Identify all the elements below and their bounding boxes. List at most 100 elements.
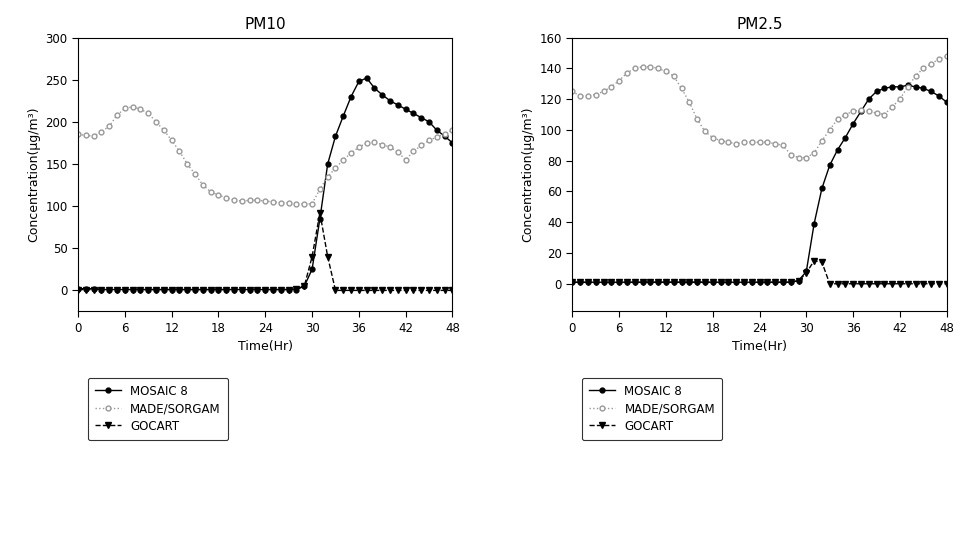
MADE/SORGAM: [291, 200, 303, 207]
MOSAIC 8: [400, 106, 412, 112]
MADE/SORGAM: [361, 140, 373, 146]
GOCART: [189, 286, 201, 293]
GOCART: [119, 286, 131, 293]
MOSAIC 8: [644, 279, 656, 286]
Line: MADE/SORGAM: MADE/SORGAM: [570, 54, 949, 160]
MADE/SORGAM: [283, 200, 295, 206]
MOSAIC 8: [816, 185, 828, 192]
MOSAIC 8: [910, 84, 921, 90]
MOSAIC 8: [738, 279, 750, 286]
Y-axis label: Concentration(μg/m³): Concentration(μg/m³): [27, 107, 40, 242]
MOSAIC 8: [707, 279, 718, 286]
GOCART: [377, 287, 388, 294]
MADE/SORGAM: [816, 137, 828, 144]
MOSAIC 8: [252, 286, 264, 293]
MADE/SORGAM: [385, 144, 396, 150]
MOSAIC 8: [793, 278, 804, 284]
MADE/SORGAM: [353, 144, 365, 150]
MADE/SORGAM: [863, 108, 874, 115]
MOSAIC 8: [566, 279, 578, 286]
MADE/SORGAM: [785, 151, 796, 158]
MOSAIC 8: [338, 113, 349, 119]
GOCART: [353, 287, 365, 294]
GOCART: [213, 286, 224, 293]
MADE/SORGAM: [150, 119, 162, 125]
GOCART: [205, 286, 217, 293]
GOCART: [675, 279, 687, 286]
GOCART: [871, 280, 882, 287]
MOSAIC 8: [886, 84, 898, 90]
GOCART: [847, 280, 859, 287]
MOSAIC 8: [894, 84, 906, 90]
MOSAIC 8: [675, 279, 687, 286]
MOSAIC 8: [127, 286, 139, 293]
MADE/SORGAM: [824, 127, 835, 133]
MOSAIC 8: [863, 96, 874, 103]
GOCART: [142, 286, 154, 293]
Line: MOSAIC 8: MOSAIC 8: [570, 83, 949, 285]
GOCART: [730, 279, 742, 286]
MOSAIC 8: [88, 286, 100, 292]
MADE/SORGAM: [894, 96, 906, 103]
MADE/SORGAM: [392, 149, 404, 155]
MOSAIC 8: [769, 279, 781, 286]
MOSAIC 8: [158, 286, 170, 293]
MOSAIC 8: [299, 283, 310, 289]
MADE/SORGAM: [675, 85, 687, 92]
GOCART: [761, 279, 773, 286]
MOSAIC 8: [933, 93, 945, 99]
MOSAIC 8: [96, 286, 107, 293]
GOCART: [878, 280, 890, 287]
MADE/SORGAM: [933, 56, 945, 62]
GOCART: [824, 280, 835, 287]
MOSAIC 8: [582, 279, 593, 286]
GOCART: [668, 279, 679, 286]
GOCART: [158, 286, 170, 293]
GOCART: [855, 280, 867, 287]
Legend: MOSAIC 8, MADE/SORGAM, GOCART: MOSAIC 8, MADE/SORGAM, GOCART: [582, 378, 722, 440]
MOSAIC 8: [260, 286, 271, 293]
GOCART: [416, 287, 427, 294]
GOCART: [582, 279, 593, 286]
MADE/SORGAM: [777, 142, 789, 149]
MADE/SORGAM: [652, 65, 664, 71]
GOCART: [260, 286, 271, 293]
GOCART: [244, 286, 256, 293]
GOCART: [691, 279, 703, 286]
MOSAIC 8: [917, 85, 929, 92]
MOSAIC 8: [142, 286, 154, 293]
GOCART: [746, 279, 757, 286]
MOSAIC 8: [392, 102, 404, 108]
MADE/SORGAM: [660, 68, 671, 75]
MADE/SORGAM: [299, 201, 310, 208]
MOSAIC 8: [621, 279, 632, 286]
MADE/SORGAM: [338, 157, 349, 163]
MOSAIC 8: [377, 92, 388, 98]
MOSAIC 8: [424, 119, 435, 125]
MOSAIC 8: [236, 286, 248, 293]
GOCART: [910, 280, 921, 287]
GOCART: [252, 286, 264, 293]
GOCART: [283, 286, 295, 293]
GOCART: [894, 280, 906, 287]
GOCART: [392, 287, 404, 294]
MADE/SORGAM: [590, 91, 601, 98]
MADE/SORGAM: [111, 112, 123, 118]
MADE/SORGAM: [408, 148, 420, 155]
Title: PM10: PM10: [244, 17, 286, 32]
GOCART: [777, 279, 789, 286]
GOCART: [338, 287, 349, 294]
MADE/SORGAM: [416, 142, 427, 149]
MADE/SORGAM: [722, 139, 734, 146]
Y-axis label: Concentration(μg/m³): Concentration(μg/m³): [521, 107, 534, 242]
MADE/SORGAM: [691, 116, 703, 122]
MOSAIC 8: [777, 279, 789, 286]
MADE/SORGAM: [753, 139, 765, 146]
GOCART: [346, 287, 357, 294]
MADE/SORGAM: [636, 63, 648, 70]
MOSAIC 8: [306, 266, 318, 273]
GOCART: [753, 279, 765, 286]
GOCART: [385, 287, 396, 294]
MADE/SORGAM: [314, 186, 326, 192]
MOSAIC 8: [808, 221, 820, 227]
